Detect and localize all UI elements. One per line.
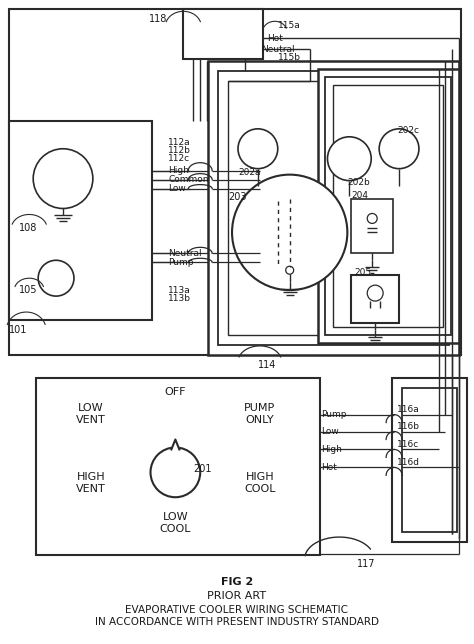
Text: Hot: Hot <box>321 463 337 472</box>
Polygon shape <box>172 439 179 450</box>
Bar <box>9 10 461 355</box>
Text: PRIOR ART: PRIOR ART <box>208 591 266 601</box>
Text: 113b: 113b <box>168 294 191 303</box>
Text: 202b: 202b <box>347 178 370 187</box>
Circle shape <box>379 129 419 169</box>
Bar <box>183 10 263 59</box>
Bar <box>208 61 459 355</box>
Circle shape <box>151 448 200 497</box>
Bar <box>326 77 451 335</box>
Text: 114: 114 <box>258 360 276 370</box>
Text: 112b: 112b <box>168 146 191 155</box>
Text: 118: 118 <box>148 14 167 24</box>
Text: COOL: COOL <box>244 484 275 495</box>
Text: 115a: 115a <box>278 21 301 30</box>
Text: 202c: 202c <box>397 126 419 135</box>
Text: EVAPORATIVE COOLER WIRING SCHEMATIC: EVAPORATIVE COOLER WIRING SCHEMATIC <box>126 605 348 615</box>
Bar <box>218 71 449 345</box>
Text: VENT: VENT <box>76 415 106 424</box>
Text: Common: Common <box>168 175 209 184</box>
Circle shape <box>367 285 383 301</box>
Text: 105: 105 <box>19 285 38 295</box>
Text: 113a: 113a <box>168 286 191 295</box>
Text: 205: 205 <box>354 268 372 277</box>
Bar <box>9 121 153 320</box>
Text: LOW: LOW <box>163 512 188 522</box>
Bar <box>392 378 466 542</box>
Bar <box>228 81 439 335</box>
Text: 115b: 115b <box>278 53 301 62</box>
Bar <box>402 388 457 532</box>
Text: COOL: COOL <box>160 524 191 534</box>
Text: 112a: 112a <box>168 138 191 147</box>
Text: High: High <box>321 445 342 454</box>
Text: 116d: 116d <box>397 458 420 467</box>
Text: 202a: 202a <box>238 168 261 177</box>
Text: 116a: 116a <box>397 405 420 414</box>
Text: OFF: OFF <box>164 386 186 397</box>
Text: Neutral: Neutral <box>261 44 294 53</box>
Bar <box>333 85 443 327</box>
Text: Neutral: Neutral <box>168 249 202 258</box>
Text: High: High <box>168 166 189 175</box>
Bar <box>318 69 459 343</box>
Text: 116b: 116b <box>397 422 420 431</box>
Text: 116c: 116c <box>397 440 419 449</box>
Text: Low: Low <box>321 427 339 436</box>
Text: Pump: Pump <box>168 258 194 267</box>
Circle shape <box>286 266 294 274</box>
Text: PUMP: PUMP <box>244 402 275 413</box>
Circle shape <box>232 175 347 290</box>
Bar <box>36 378 319 555</box>
Bar <box>351 198 393 253</box>
Text: IN ACCORDANCE WITH PRESENT INDUSTRY STANDARD: IN ACCORDANCE WITH PRESENT INDUSTRY STAN… <box>95 617 379 627</box>
Text: 112c: 112c <box>168 154 191 163</box>
Text: 101: 101 <box>9 325 27 335</box>
Text: 201: 201 <box>193 464 212 475</box>
Circle shape <box>38 260 74 296</box>
Circle shape <box>367 213 377 223</box>
Circle shape <box>33 149 93 209</box>
Text: ONLY: ONLY <box>246 415 274 424</box>
Text: Low: Low <box>168 184 186 193</box>
Text: VENT: VENT <box>76 484 106 495</box>
Text: 204: 204 <box>351 191 368 200</box>
Text: 203: 203 <box>228 191 246 202</box>
Text: Pump: Pump <box>321 410 347 419</box>
Text: 117: 117 <box>357 559 376 569</box>
Text: LOW: LOW <box>78 402 104 413</box>
Circle shape <box>328 137 371 180</box>
Bar <box>351 275 399 323</box>
Text: FIG 2: FIG 2 <box>221 577 253 587</box>
Text: 108: 108 <box>19 223 37 233</box>
Text: HIGH: HIGH <box>246 472 274 482</box>
Circle shape <box>238 129 278 169</box>
Text: Hot: Hot <box>267 33 283 43</box>
Text: HIGH: HIGH <box>76 472 105 482</box>
